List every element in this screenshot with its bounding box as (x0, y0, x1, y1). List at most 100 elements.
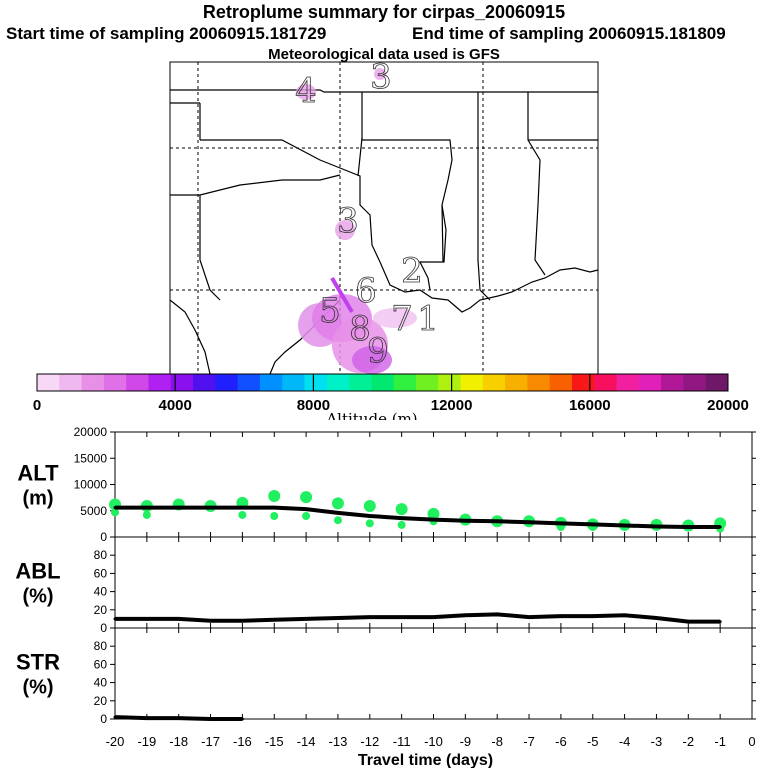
alt-median-point (527, 520, 531, 524)
colorbar-tick-label: 0 (33, 397, 41, 414)
alt-median-point (400, 516, 404, 520)
abl-point (145, 617, 149, 621)
x-tick-label: -2 (683, 734, 695, 749)
colorbar-cell (215, 374, 239, 391)
colorbar-cell (571, 374, 595, 391)
colorbar-cell (148, 374, 172, 391)
y-tick-label: 20000 (74, 425, 108, 439)
alt-median-point (272, 506, 276, 510)
abl-point (304, 617, 308, 621)
alt-particle-point (268, 490, 281, 503)
x-axis: -20 -19 -18 -17 -16 -15 -14 -13 -12 -11 -10 -9 -8 -7-… (106, 734, 756, 768)
panel-ylabel: (%) (22, 677, 53, 699)
y-tick-label: 0 (100, 712, 107, 726)
panel-abl: 0 20 40 60 80 ABL(%) (15, 536, 756, 635)
y-tick-label: 60 (94, 566, 108, 580)
alt-median-point (686, 525, 690, 529)
panel-ylabel: (m) (22, 488, 53, 510)
alt-median-point (495, 519, 499, 523)
str-point (240, 717, 244, 721)
chart-title: Retroplume summary for cirpas_20060915 (202, 2, 566, 22)
day-label: 5 (319, 291, 341, 331)
colorbar-cell (237, 374, 261, 391)
abl-point (527, 615, 531, 619)
alt-median-point (113, 506, 117, 510)
colorbar-cell (683, 374, 707, 391)
colorbar-cell (594, 374, 618, 391)
abl-point (336, 616, 340, 620)
colorbar-cell (304, 374, 328, 391)
colorbar-cell (170, 374, 194, 391)
colorbar-tick-label: 16000 (569, 397, 611, 414)
y-tick-label: 80 (94, 639, 108, 653)
plume-blob (373, 308, 417, 328)
alt-particle-point (427, 507, 440, 520)
met-data-label: Meteorological data used is GFS (268, 46, 500, 63)
x-tick-label: -20 (106, 734, 125, 749)
alt-median-point (623, 523, 627, 527)
abl-point (463, 613, 467, 617)
x-tick-label: -15 (265, 734, 284, 749)
alt-median-point (304, 507, 308, 511)
x-tick-label: -18 (169, 734, 188, 749)
end-time-label: End time of sampling 20060915.181809 (412, 24, 726, 43)
x-tick-label: -3 (651, 734, 663, 749)
x-tick-label: -10 (424, 734, 443, 749)
plume-blob (352, 346, 392, 374)
colorbar-frame (36, 373, 729, 392)
y-tick-label: 15000 (74, 451, 108, 465)
panel-alt: 0 5000 10000 15000 20000 ALT(m) (17, 425, 756, 544)
plume-trail (330, 276, 354, 314)
day-label: 1 (417, 299, 439, 339)
plume-footprint (296, 68, 417, 374)
x-tick-label: -1 (714, 734, 726, 749)
colorbar-cell (638, 374, 662, 391)
plume-map: 4 3 3 2 167 5 89 (169, 57, 599, 375)
alt-particle-point (300, 491, 313, 504)
colorbar-cell (37, 374, 60, 391)
panel-ylabel: (%) (22, 586, 53, 608)
y-tick-label: 40 (94, 585, 108, 599)
colorbar-cell (81, 374, 105, 391)
colorbar-cell (438, 374, 462, 391)
panel-title: ABL (15, 559, 60, 584)
alt-median-point (432, 518, 435, 522)
alt-median-point (177, 506, 181, 510)
abl-point (209, 619, 213, 623)
alt-median-line (115, 505, 721, 530)
x-tick-label: -14 (297, 734, 316, 749)
abl-point (718, 620, 722, 624)
alt-particle-point (333, 516, 342, 525)
x-tick-label: -13 (329, 734, 348, 749)
abl-point (368, 615, 372, 619)
abl-point (240, 619, 244, 623)
x-tick-label: -6 (555, 734, 567, 749)
colorbar-cell (661, 374, 684, 391)
str-point (113, 715, 117, 719)
colorbar-tick-label: 8000 (297, 397, 330, 414)
day-label: 4 (295, 71, 317, 111)
colorbar-tick-label: 4000 (159, 397, 192, 414)
plume-blob (335, 220, 355, 240)
colorbar-cell (126, 374, 149, 391)
x-tick-label: -12 (360, 734, 379, 749)
x-tick-label: -7 (523, 734, 535, 749)
colorbar-cell (527, 374, 551, 391)
colorbar-cell (103, 374, 127, 391)
alt-particle-point (395, 503, 408, 516)
colorbar-cell (282, 374, 305, 391)
str-point (177, 716, 181, 720)
colorbar-cell (326, 374, 350, 391)
day-label: 3 (337, 201, 359, 241)
colorbar-tick-labels: 0 4000 8000 12000 16000 20000 (33, 397, 749, 414)
y-tick-label: 5000 (80, 504, 107, 518)
day-label: 6 (355, 271, 377, 311)
x-tick-label: -8 (491, 734, 503, 749)
y-tick-label: 20 (94, 603, 108, 617)
alt-particle-point (363, 500, 376, 513)
alt-median-point (336, 511, 340, 515)
abl-point (686, 620, 690, 624)
map-boundaries (169, 89, 599, 375)
x-tick-label: -11 (393, 734, 411, 749)
